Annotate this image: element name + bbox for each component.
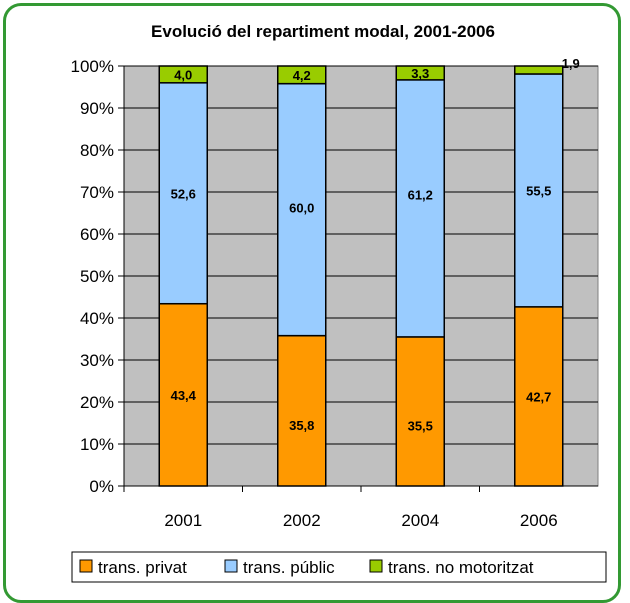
legend: trans. privat trans. públic trans. no moto… [71,551,607,583]
legend-label: trans. públic [243,558,335,577]
x-tick-label: 2001 [164,511,202,530]
y-tick-label: 80% [80,141,114,160]
chart-title: Evolució del repartiment modal, 2001-200… [151,22,495,41]
data-label: 3,3 [411,66,429,81]
legend-label: trans. privat [98,558,187,577]
bar-segment [514,65,564,75]
data-label: 42,7 [526,389,551,404]
legend-label: trans. no motoritzat [388,558,534,577]
data-label: 43,4 [171,388,197,403]
legend-swatch [79,559,93,573]
axes-group: 0% 10% 20% 30% 40% 50% 60% 70% 80% 90% 100% 2001 200… [71,57,598,530]
data-label: 4,2 [293,68,311,83]
data-label: 52,6 [171,186,196,201]
y-tick-label: 10% [80,435,114,454]
bar-segment [395,65,445,81]
data-label: 61,2 [408,187,433,202]
stacked-bar-chart: Evolució del repartiment modal, 2001-200… [71,22,607,583]
legend-swatch [224,559,238,573]
data-label: 4,0 [174,67,192,82]
data-label: 35,8 [289,418,314,433]
y-tick-label: 50% [80,267,114,286]
y-tick-label: 40% [80,309,114,328]
data-label: 1,9 [562,56,580,71]
y-tick-label: 90% [80,99,114,118]
bar-segment [395,336,445,487]
bar-segment [158,65,208,84]
legend-box [71,551,607,583]
bar-segment [277,334,327,487]
bar-segment [395,79,445,338]
y-tick-label: 100% [71,57,114,76]
x-tick-label: 2004 [401,511,439,530]
y-tick-label: 60% [80,225,114,244]
data-label: 35,5 [408,418,433,433]
bar-segment [514,73,564,308]
bar-segment [277,65,327,85]
x-tick-label: 2002 [283,511,321,530]
y-tick-label: 30% [80,351,114,370]
bar-segment [158,82,208,305]
y-tick-label: 70% [80,183,114,202]
y-tick-label: 0% [89,477,114,496]
data-label: 55,5 [526,183,551,198]
data-label: 60,0 [289,201,314,216]
x-tick-label: 2006 [520,511,558,530]
y-tick-label: 20% [80,393,114,412]
legend-swatch [369,559,383,573]
